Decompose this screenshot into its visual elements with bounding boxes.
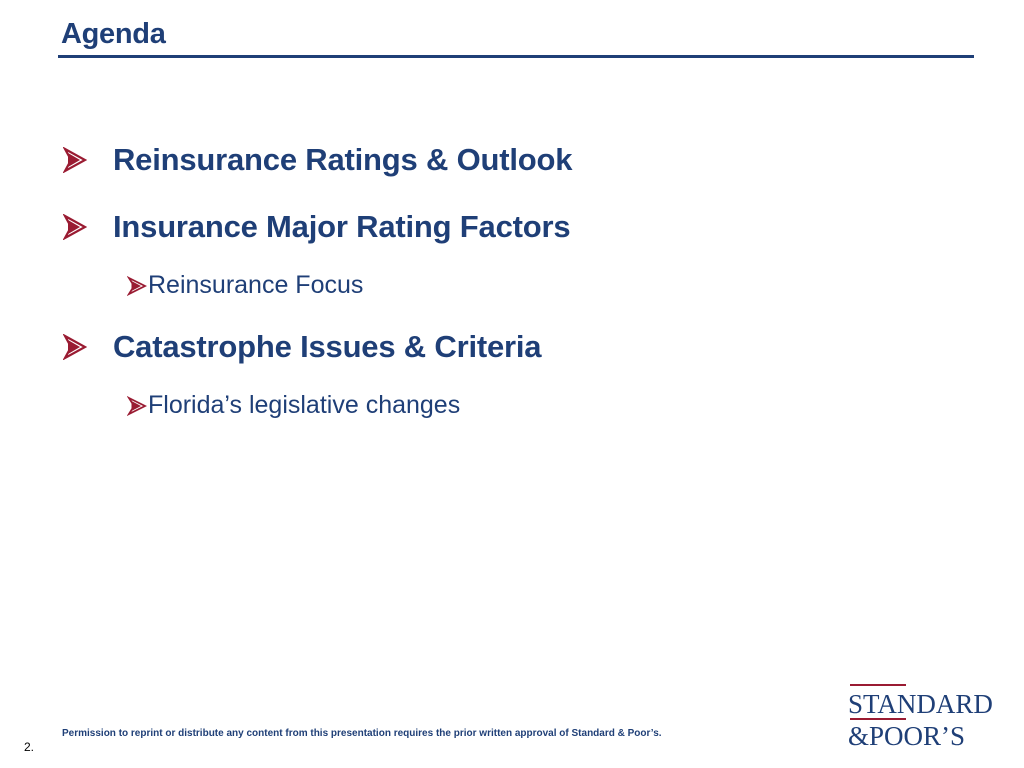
arrow-bullet-icon [127,396,147,416]
arrow-bullet-icon [127,276,147,296]
title-divider [58,55,974,58]
logo-line-poors: &POOR’S [848,721,966,751]
page-number: 2. [24,740,35,754]
arrow-bullet-icon [63,147,87,173]
arrow-bullet-icon [63,214,87,240]
agenda-item-ratings-outlook: Reinsurance Ratings & Outlook [113,142,573,177]
standard-poors-logo: STANDARD &POOR’S [848,684,1000,752]
logo-rule-top [850,684,906,686]
arrow-bullet-icon [63,334,87,360]
agenda-item-catastrophe-criteria: Catastrophe Issues & Criteria [113,329,542,364]
logo-rule-middle [850,718,906,720]
logo-line-standard: STANDARD [848,689,993,719]
agenda-subitem-florida-legislative: Florida’s legislative changes [148,391,461,419]
slide-title: Agenda [61,18,166,50]
agenda-item-rating-factors: Insurance Major Rating Factors [113,209,571,244]
agenda-subitem-reinsurance-focus: Reinsurance Focus [148,271,364,299]
footer-permission-note: Permission to reprint or distribute any … [62,728,662,739]
